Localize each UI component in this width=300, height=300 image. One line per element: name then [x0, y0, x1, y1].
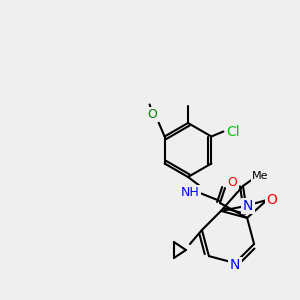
Text: O: O: [148, 108, 158, 121]
Text: N: N: [243, 199, 253, 213]
Text: O: O: [227, 176, 237, 190]
Text: N: N: [230, 258, 240, 272]
Text: Cl: Cl: [226, 124, 240, 139]
Text: NH: NH: [181, 187, 200, 200]
Text: Me: Me: [252, 171, 268, 181]
Text: O: O: [267, 193, 278, 207]
